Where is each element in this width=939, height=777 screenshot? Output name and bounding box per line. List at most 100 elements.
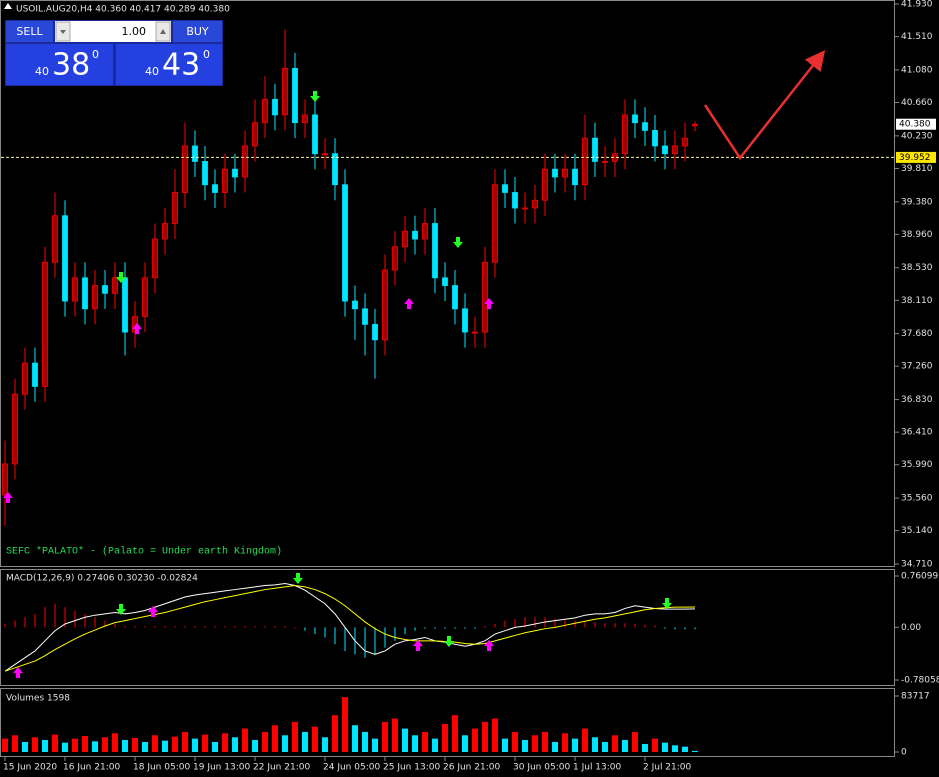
candle-body [482, 261, 488, 333]
candle-body [362, 308, 368, 325]
y-tick-label: -0.78058 [901, 676, 939, 686]
candle-body [602, 161, 608, 163]
candle-body [312, 114, 318, 155]
volume-bar [672, 745, 678, 752]
volume-bar [122, 739, 128, 752]
volume-bar [612, 735, 618, 752]
candle-body [202, 161, 208, 186]
buy-button[interactable] [173, 21, 222, 42]
volume-bar [602, 741, 608, 752]
candle-body [102, 285, 108, 294]
candle-body [12, 393, 18, 465]
candle-body [642, 122, 648, 131]
volume-bar [582, 728, 588, 752]
indicator-label: SEFC *PALATO* - (Palato = Under earth Ki… [6, 546, 282, 558]
chart-header: USOIL.AUG20,H4 40.360 40.417 40.289 40.3… [16, 5, 230, 15]
volume-bar [402, 728, 408, 752]
y-tick-label: 37.260 [901, 362, 933, 372]
volume-bar [682, 746, 688, 752]
candle-body [292, 67, 298, 124]
sell-label[interactable]: SELL [16, 25, 43, 38]
x-tick-label: 24 Jun 05:00 [323, 763, 380, 773]
candle-body [442, 277, 448, 286]
volume-bar [42, 739, 48, 752]
volume-bar [272, 725, 278, 752]
trade-panel: SELL 1.00 BUY 40 38 0 40 43 0 [5, 20, 223, 86]
volume-bar [642, 743, 648, 752]
y-tick-label: 38.110 [901, 296, 933, 306]
candle-body [662, 145, 668, 155]
y-tick-label: 36.410 [901, 428, 933, 438]
candle-body [82, 277, 88, 310]
volume-bar [172, 736, 178, 752]
candle-body [382, 269, 388, 341]
volume-bar [62, 742, 68, 752]
candle-body [192, 145, 198, 162]
candle-body [432, 223, 438, 279]
marks [1, 3, 899, 753]
volume-bar [252, 739, 258, 752]
candle-body [582, 137, 588, 186]
candle-body [22, 362, 28, 395]
volume-bar [12, 735, 18, 752]
level-label: 39.952 [899, 153, 931, 163]
volume-bar [662, 742, 668, 752]
x-tick-label: 1 Jul 13:00 [573, 763, 622, 773]
volume-bar [572, 738, 578, 752]
buy-label[interactable]: BUY [186, 25, 209, 38]
volume-bar [312, 726, 318, 752]
current-box [896, 118, 936, 130]
volume-bar [542, 731, 548, 752]
candle-body [522, 207, 528, 210]
candle-body [162, 223, 168, 240]
macd-panel [0, 569, 895, 686]
candle-body [322, 153, 328, 156]
lots-value[interactable]: 1.00 [122, 25, 147, 38]
volume-bar [352, 725, 358, 752]
volume-bar [142, 741, 148, 752]
candle-body [592, 137, 598, 162]
volume-bar [342, 697, 348, 752]
candle-body [492, 184, 498, 263]
candle-body [272, 99, 278, 116]
candle-body [692, 123, 698, 127]
volume-title: Volumes 1598 [6, 694, 70, 704]
volume-bar [372, 738, 378, 752]
lots-field[interactable] [55, 21, 171, 42]
sell-button[interactable] [6, 21, 53, 42]
collapse-icon [4, 3, 12, 9]
volume-bar [652, 738, 658, 752]
volume-bar [282, 735, 288, 752]
buy-price-box[interactable] [116, 44, 222, 85]
candle-body [152, 238, 158, 279]
candle-body [92, 285, 98, 310]
volume-bar [102, 737, 108, 752]
volume-bar [522, 739, 528, 752]
volume-bar [242, 728, 248, 752]
y-tick-label: 41.080 [901, 65, 933, 75]
y-tick-label: 34.710 [901, 560, 933, 570]
volume-bar [182, 731, 188, 752]
x-tick-label: 30 Jun 05:00 [513, 763, 570, 773]
candle-body [72, 277, 78, 302]
candle-body [462, 308, 468, 333]
candle-body [122, 277, 128, 333]
sell-price: 38 [52, 48, 90, 83]
volume-bar [112, 733, 118, 752]
sell-price-box[interactable] [6, 44, 113, 85]
x-tick-label: 19 Jun 13:00 [193, 763, 250, 773]
x-tick-label: 18 Jun 05:00 [133, 763, 190, 773]
candle-body [252, 122, 258, 147]
volume-bar [22, 741, 28, 752]
candle-body [52, 215, 58, 263]
volume-bar [382, 721, 388, 752]
volume-bar [492, 718, 498, 752]
candle-body [402, 230, 408, 248]
candle-body [542, 168, 548, 201]
volume-bar [512, 731, 518, 752]
volume-bar [262, 731, 268, 752]
volume-bar [92, 741, 98, 752]
candle-body [242, 145, 248, 178]
candle-body [332, 153, 338, 186]
